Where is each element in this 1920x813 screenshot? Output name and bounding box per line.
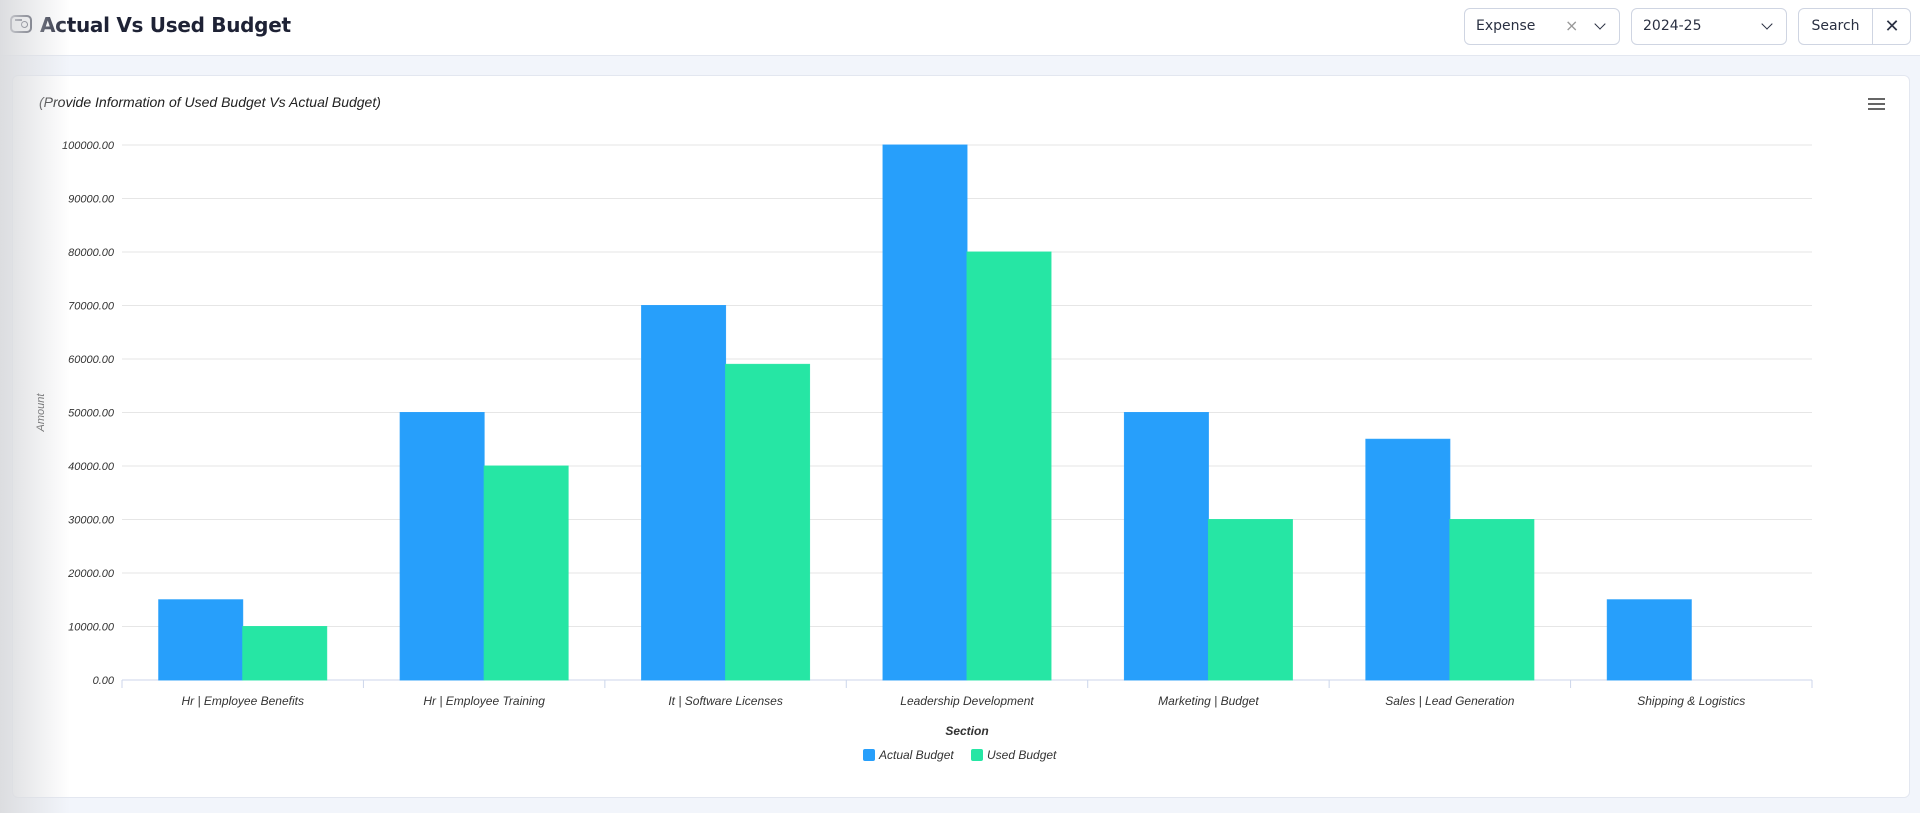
close-button[interactable]: ✕ xyxy=(1884,16,1900,37)
bar-used xyxy=(1449,519,1535,681)
x-axis-title: Section xyxy=(945,724,988,738)
y-tick-label: 90000.00 xyxy=(68,194,115,206)
page-header: Actual Vs Used Budget Expense × 2024-25 … xyxy=(0,0,1920,56)
year-select-value: 2024-25 xyxy=(1643,18,1702,34)
hamburger-menu-icon[interactable] xyxy=(1868,98,1885,110)
bar-used xyxy=(966,251,1052,681)
bar-used xyxy=(725,363,811,681)
legend-item: Actual Budget xyxy=(878,748,954,762)
y-tick-label: 100000.00 xyxy=(62,140,115,152)
x-tick-label: Hr | Employee Training xyxy=(423,694,545,708)
x-tick-label: It | Software Licenses xyxy=(668,694,783,708)
legend-item: Used Budget xyxy=(987,748,1057,762)
search-button[interactable]: Search xyxy=(1799,9,1873,44)
y-tick-label: 0.00 xyxy=(93,675,115,687)
y-tick-label: 70000.00 xyxy=(68,301,115,313)
bar-used xyxy=(483,465,569,681)
bar-actual xyxy=(399,412,485,681)
x-tick-label: Marketing | Budget xyxy=(1158,694,1259,708)
x-tick-label: Leadership Development xyxy=(900,694,1034,708)
search-button-group: Search ✕ xyxy=(1798,8,1911,45)
bar-actual xyxy=(1365,438,1451,681)
bar-used xyxy=(242,626,328,681)
bar-actual xyxy=(641,305,727,681)
bar-actual xyxy=(1123,412,1209,681)
chart-title: (Provide Information of Used Budget Vs A… xyxy=(39,94,381,110)
type-select-value: Expense xyxy=(1476,18,1536,34)
y-tick-label: 40000.00 xyxy=(68,461,115,473)
y-tick-label: 20000.00 xyxy=(67,568,115,580)
page-title: Actual Vs Used Budget xyxy=(40,13,291,37)
x-tick-label: Hr | Employee Benefits xyxy=(181,694,304,708)
year-select[interactable]: 2024-25 xyxy=(1631,8,1787,45)
bar-actual xyxy=(158,599,244,681)
bar-actual xyxy=(1606,599,1692,681)
clear-icon[interactable]: × xyxy=(1565,16,1579,35)
legend-swatch xyxy=(971,749,983,761)
bar-actual xyxy=(882,144,968,681)
y-tick-label: 50000.00 xyxy=(68,408,115,420)
type-select[interactable]: Expense × xyxy=(1464,8,1620,45)
legend-swatch xyxy=(863,749,875,761)
bar-used xyxy=(1207,519,1293,681)
y-tick-label: 30000.00 xyxy=(68,515,115,527)
y-tick-label: 80000.00 xyxy=(68,247,115,259)
y-tick-label: 10000.00 xyxy=(68,622,115,634)
x-tick-label: Shipping & Logistics xyxy=(1637,694,1745,708)
y-tick-label: 60000.00 xyxy=(68,354,115,366)
x-tick-label: Sales | Lead Generation xyxy=(1385,694,1515,708)
y-axis-title: Amount xyxy=(35,393,47,433)
